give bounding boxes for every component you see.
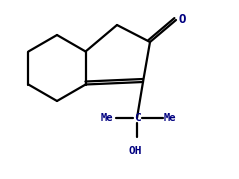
Text: Me: Me [101,113,114,123]
Text: Me: Me [164,113,176,123]
Text: O: O [179,13,186,25]
Text: C: C [134,113,141,123]
Text: OH: OH [128,146,142,156]
